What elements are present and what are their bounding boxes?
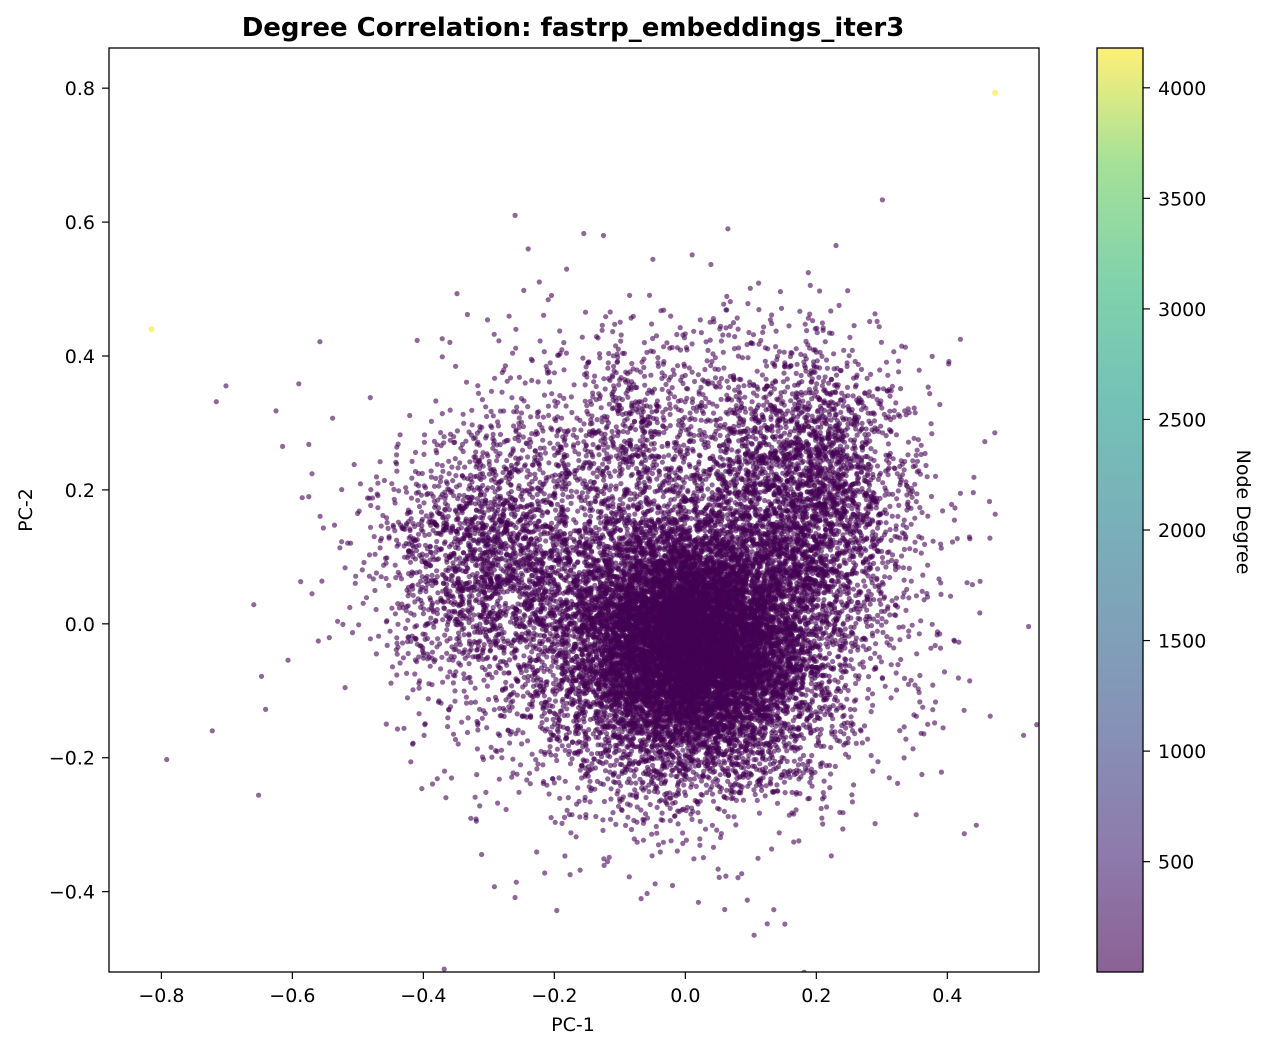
- data-point: [704, 790, 710, 796]
- data-point: [683, 792, 689, 799]
- data-point: [556, 775, 562, 781]
- data-point: [680, 747, 686, 753]
- data-point: [549, 663, 555, 669]
- points-layer: [148, 89, 1039, 972]
- data-point: [746, 752, 752, 759]
- data-point: [828, 744, 834, 751]
- data-point: [553, 676, 559, 683]
- data-point: [852, 731, 858, 737]
- data-point: [841, 712, 847, 719]
- data-point: [865, 695, 871, 701]
- chart-title: Degree Correlation: fastrp_embeddings_it…: [242, 13, 905, 43]
- data-point: [717, 772, 723, 778]
- data-point: [604, 731, 610, 737]
- data-point: [932, 720, 938, 726]
- data-point: [752, 791, 758, 798]
- data-point: [616, 747, 622, 753]
- data-point: [821, 778, 827, 784]
- data-point: [669, 767, 675, 774]
- data-point: [577, 814, 583, 820]
- data-point: [872, 650, 878, 656]
- data-point: [689, 816, 695, 823]
- data-point: [614, 757, 620, 764]
- data-point: [917, 699, 923, 705]
